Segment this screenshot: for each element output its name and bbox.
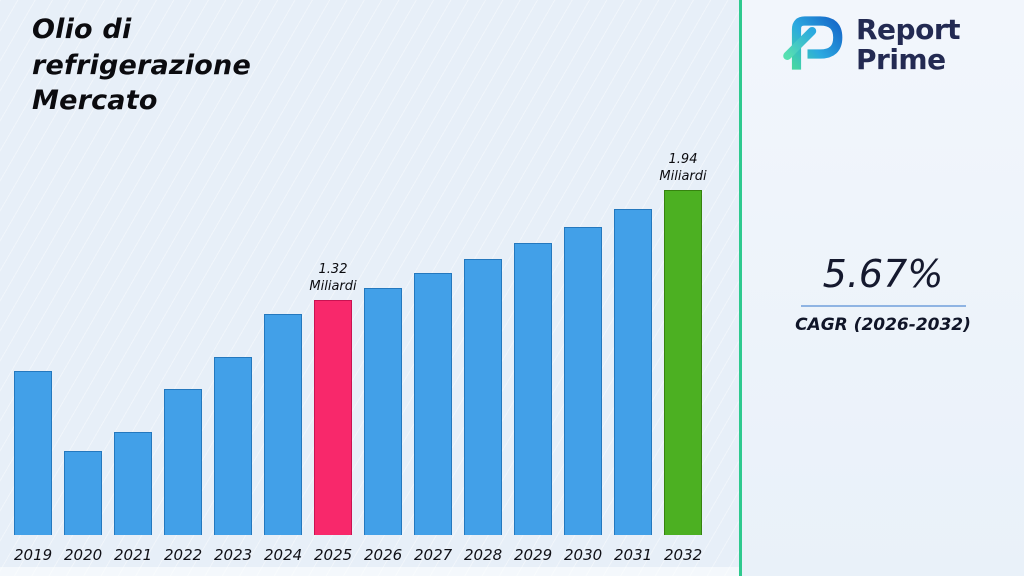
bar-2024	[264, 314, 302, 535]
cagr-block: 5.67% CAGR (2026-2032)	[742, 252, 1024, 335]
bar-2027	[414, 273, 452, 535]
x-axis-label: 2024	[264, 546, 303, 564]
x-axis-label: 2019	[14, 546, 53, 564]
logo-mark-icon	[780, 12, 846, 78]
x-axis-label: 2021	[114, 546, 153, 564]
bar-column	[214, 357, 252, 535]
bar-column	[114, 432, 152, 535]
bar-column	[264, 314, 302, 535]
cagr-value: 5.67%	[822, 252, 944, 296]
x-axis-label: 2030	[564, 546, 603, 564]
bar-2030	[564, 227, 602, 535]
x-axis-label: 2025	[314, 546, 353, 564]
x-axis-label: 2031	[614, 546, 653, 564]
cagr-divider	[800, 305, 966, 307]
x-axis-label: 2028	[464, 546, 503, 564]
x-axis-label: 2029	[514, 546, 553, 564]
logo-text-line2: Prime	[856, 43, 946, 76]
logo-text: Report Prime	[856, 12, 961, 76]
bar-column	[64, 451, 102, 535]
cagr-label: CAGR (2026-2032)	[795, 315, 971, 335]
x-axis-label: 2022	[164, 546, 203, 564]
bar-2022	[164, 389, 202, 535]
bar-2029	[514, 243, 552, 535]
bottom-highlight-strip	[0, 567, 1024, 576]
bar-2020	[64, 451, 102, 535]
bar-column: 1.94 Miliardi	[659, 151, 707, 535]
page-title: Olio di refrigerazione Mercato	[32, 14, 251, 117]
divider-line	[739, 0, 742, 576]
x-axis-label: 2023	[214, 546, 253, 564]
bar-2026	[364, 288, 402, 535]
chart-section: Olio di refrigerazione Mercato 1.32 Mili…	[14, 14, 707, 564]
bar-column	[614, 209, 652, 535]
bar-2028	[464, 259, 502, 535]
x-axis-label: 2020	[64, 546, 103, 564]
bar-column	[364, 288, 402, 535]
x-axis-label: 2027	[414, 546, 453, 564]
right-panel: Report Prime 5.67% CAGR (2026-2032)	[742, 0, 1024, 576]
bar-2023	[214, 357, 252, 535]
bar-column	[164, 389, 202, 535]
bar-column	[564, 227, 602, 535]
bar-value-label: 1.94 Miliardi	[659, 151, 707, 185]
bar-column: 1.32 Miliardi	[309, 261, 357, 535]
bar-2021	[114, 432, 152, 535]
brand-logo: Report Prime	[780, 12, 961, 78]
logo-text-line1: Report	[856, 12, 961, 46]
bar-column	[14, 371, 52, 535]
bar-2019	[14, 371, 52, 535]
bar-2025	[314, 300, 352, 535]
bar-2032	[664, 190, 702, 535]
bar-column	[414, 273, 452, 535]
x-axis-label: 2032	[664, 546, 703, 564]
bar-group: 1.32 Miliardi 1.94 Miliardi	[14, 95, 707, 535]
x-axis-labels: 2019 2020 2021 2022 2023 2024 2025 2026 2027 2028…	[14, 546, 702, 564]
bar-2031	[614, 209, 652, 535]
bar-value-label: 1.32 Miliardi	[309, 261, 357, 295]
x-axis-label: 2026	[364, 546, 403, 564]
bar-column	[464, 259, 502, 535]
bar-column	[514, 243, 552, 535]
